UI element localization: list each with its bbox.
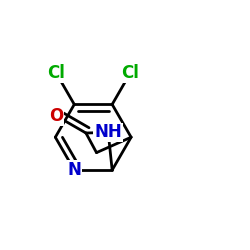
Text: O: O	[49, 107, 64, 125]
Text: N: N	[67, 161, 81, 179]
Text: NH: NH	[94, 123, 122, 141]
Text: Cl: Cl	[121, 64, 139, 82]
Text: Cl: Cl	[47, 64, 65, 82]
